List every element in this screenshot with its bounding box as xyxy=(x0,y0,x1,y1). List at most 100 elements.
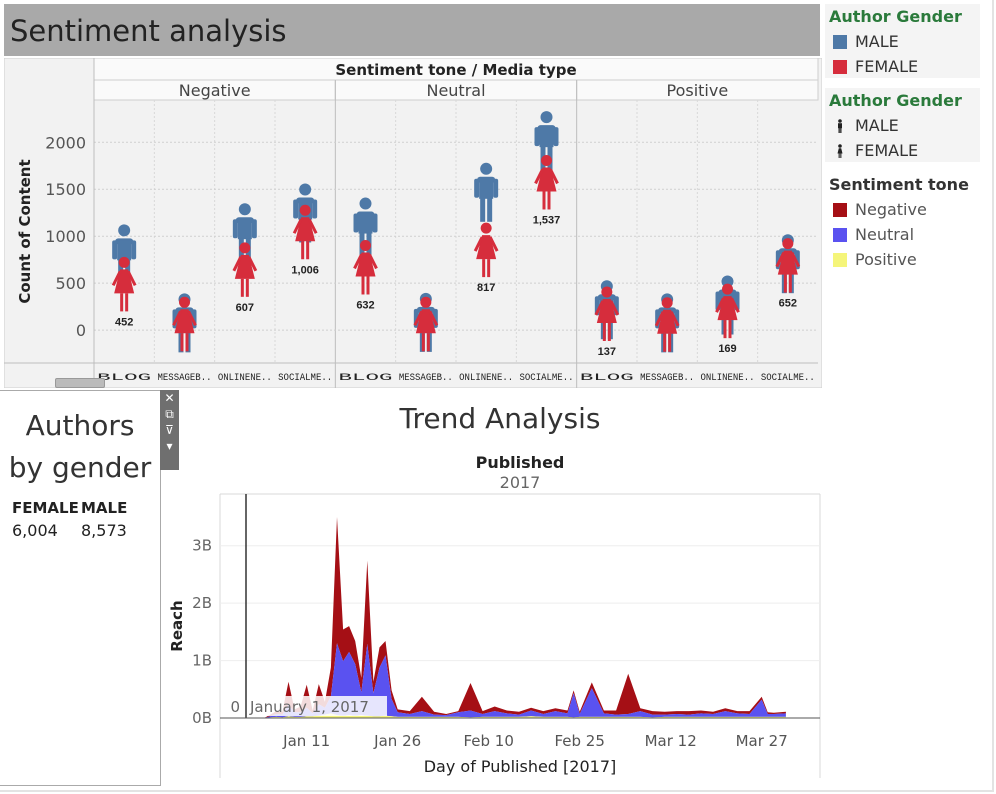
female-person-mark xyxy=(534,154,559,210)
female-left-leg xyxy=(180,333,184,352)
close-icon[interactable]: ✕ xyxy=(164,391,175,405)
more-options-icon[interactable]: ▾ xyxy=(166,439,173,453)
legend-item-female[interactable]: FEMALE xyxy=(825,54,980,79)
male-left-arm xyxy=(232,219,238,239)
male-right-arm xyxy=(493,178,499,198)
positive-color-swatch xyxy=(833,252,847,267)
male-right-arm xyxy=(553,127,559,147)
data-label: 137 xyxy=(598,346,616,358)
y-tick-label: 2B xyxy=(192,594,212,612)
female-left-arm xyxy=(172,310,182,326)
tone-header-negative: Negative xyxy=(179,81,251,100)
male-torso xyxy=(117,240,132,261)
female-right-arm xyxy=(187,310,197,326)
authors-title-line1: Authors xyxy=(25,409,135,442)
male-left-leg xyxy=(480,197,486,222)
y-tick-label: 0 xyxy=(76,321,86,340)
legend-label: FEMALE xyxy=(855,141,919,160)
female-right-leg xyxy=(607,322,611,341)
media-type-label: ONLINENE.. xyxy=(218,372,272,384)
legend-label: Positive xyxy=(855,250,917,269)
legend-item-neutral[interactable]: Neutral xyxy=(825,222,980,247)
female-head xyxy=(420,296,432,308)
female-left-arm xyxy=(473,236,484,252)
legend-label: Negative xyxy=(855,200,927,219)
male-head xyxy=(238,203,251,216)
female-left-leg xyxy=(482,259,486,278)
data-label: 632 xyxy=(356,299,374,311)
open-in-new-icon[interactable]: ⧉ xyxy=(165,407,174,421)
annotation-bg xyxy=(247,696,387,716)
male-count-label: MALE xyxy=(81,499,128,517)
authors-by-gender-panel[interactable]: Authors by gender FEMALE MALE 6,004 8,57… xyxy=(0,390,161,786)
tone-header-positive: Positive xyxy=(666,81,728,100)
male-left-arm xyxy=(112,240,118,260)
female-left-arm xyxy=(654,311,665,327)
male-left-arm xyxy=(534,127,540,147)
dashboard-title-bar: Sentiment analysis xyxy=(4,4,820,56)
x-tick-label: Feb 25 xyxy=(554,732,604,750)
female-color-swatch xyxy=(833,59,847,74)
female-right-leg xyxy=(185,333,189,352)
media-type-label: SOCIALME.. xyxy=(278,372,332,384)
legend-label: FEMALE xyxy=(855,57,919,76)
male-torso xyxy=(539,127,554,148)
male-head xyxy=(299,183,312,196)
male-head xyxy=(721,275,734,288)
panel-toolbar: ✕ ⧉ ⊽ ▾ xyxy=(160,390,179,470)
legend-item-positive[interactable]: Positive xyxy=(825,247,980,272)
y-tick-label: 0B xyxy=(192,709,212,727)
female-person-icon xyxy=(833,143,847,158)
sentiment-media-chart[interactable]: Sentiment tone / Media type Negative Neutr… xyxy=(4,58,822,388)
sentiment-legend-title: Sentiment tone xyxy=(829,175,969,194)
resize-handle[interactable] xyxy=(55,378,105,388)
female-right-leg xyxy=(125,293,129,312)
trend-subheader: 2017 xyxy=(500,473,541,492)
legend-item-negative[interactable]: Negative xyxy=(825,197,980,222)
female-right-leg xyxy=(487,259,491,278)
legend-label: Neutral xyxy=(855,225,915,244)
media-type-label: MESSAGEB.. xyxy=(640,372,694,384)
legend-item-male[interactable]: MALE xyxy=(825,29,980,54)
dashboard-title: Sentiment analysis xyxy=(10,14,287,48)
male-head xyxy=(540,111,553,124)
female-person-mark xyxy=(715,283,740,339)
male-right-leg xyxy=(487,197,493,222)
male-right-arm xyxy=(372,213,378,233)
authors-title-line2: by gender xyxy=(8,451,152,484)
female-right-arm xyxy=(428,310,439,326)
female-head xyxy=(118,256,130,268)
female-right-arm xyxy=(669,311,680,327)
media-type-label: ONLINENE.. xyxy=(459,372,513,384)
female-right-leg xyxy=(306,241,310,260)
trend-header-bg xyxy=(220,448,820,494)
sentiment-legend: Sentiment tone Negative Neutral Positive xyxy=(825,172,980,272)
female-count-label: FEMALE xyxy=(12,499,79,517)
y-tick-label: 2000 xyxy=(45,133,86,152)
x-tick-label: Mar 27 xyxy=(736,732,788,750)
female-person-mark xyxy=(232,242,258,297)
female-left-leg xyxy=(361,276,365,295)
female-person-mark xyxy=(292,204,318,260)
chart-header: Sentiment tone / Media type xyxy=(335,61,576,79)
female-head xyxy=(722,283,733,295)
data-label: 652 xyxy=(779,298,797,310)
female-person-mark xyxy=(473,222,499,278)
male-left-arm xyxy=(293,199,299,219)
female-person-mark xyxy=(353,239,378,295)
data-label: 1,537 xyxy=(533,214,561,226)
female-right-arm xyxy=(790,251,801,268)
male-head xyxy=(480,162,493,175)
legend-item-male-shape[interactable]: MALE xyxy=(825,113,980,138)
gender-shape-legend-title: Author Gender xyxy=(829,91,962,110)
x-tick-label: Mar 12 xyxy=(645,732,697,750)
male-right-arm xyxy=(131,240,137,260)
media-type-label: BLOG xyxy=(97,372,151,384)
female-left-arm xyxy=(111,270,122,287)
male-left-arm xyxy=(474,178,480,198)
filter-icon[interactable]: ⊽ xyxy=(165,423,174,437)
female-head xyxy=(541,154,552,166)
male-person-icon xyxy=(833,118,847,133)
legend-item-female-shape[interactable]: FEMALE xyxy=(825,138,980,163)
